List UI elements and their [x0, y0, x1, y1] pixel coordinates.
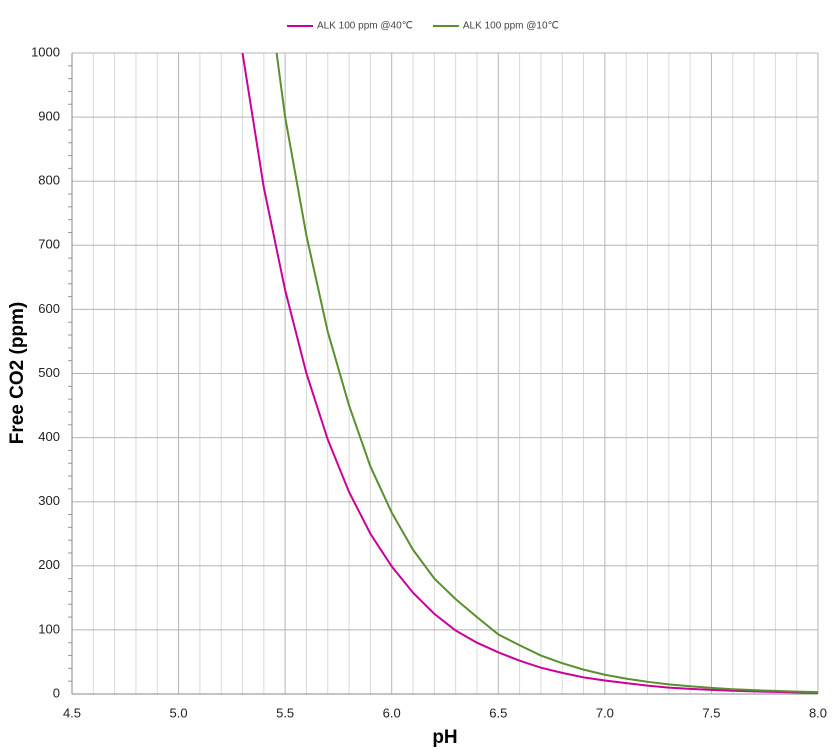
y-tick-label: 300: [38, 493, 60, 508]
x-tick-label: 8.0: [809, 705, 827, 720]
data-line: [275, 52, 819, 694]
y-tick-label: 700: [38, 237, 60, 252]
data-line: [241, 52, 819, 694]
y-tick-label: 0: [53, 685, 60, 700]
legend-label: ALK 100 ppm @40℃: [317, 21, 413, 32]
y-tick-label: 100: [38, 621, 60, 636]
x-tick-label: 7.0: [596, 705, 614, 720]
x-tick-label: 4.5: [63, 705, 81, 720]
y-tick-label: 500: [38, 365, 60, 380]
y-tick-label: 600: [38, 301, 60, 316]
y-tick-label: 400: [38, 429, 60, 444]
legend-label: ALK 100 ppm @10℃: [463, 21, 559, 32]
x-tick-label: 5.5: [276, 705, 294, 720]
y-tick-label: 1000: [31, 44, 60, 59]
y-tick-label: 800: [38, 173, 60, 188]
x-tick-label: 6.0: [383, 705, 401, 720]
x-tick-label: 6.5: [489, 705, 507, 720]
y-axis-title: Free CO2 (ppm): [7, 302, 28, 445]
x-tick-label: 7.5: [702, 705, 720, 720]
y-tick-label: 200: [38, 557, 60, 572]
y-tick-label: 900: [38, 109, 60, 124]
x-tick-label: 5.0: [170, 705, 188, 720]
x-axis-title: pH: [432, 727, 457, 748]
